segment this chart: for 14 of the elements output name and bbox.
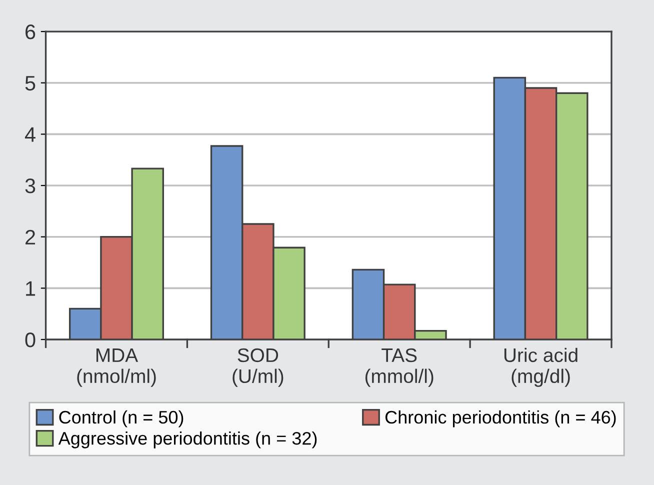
y-tick-label: 1 [26, 281, 36, 296]
x-tick-label: Uric acid (mg/dl) [504, 348, 578, 387]
y-tick-label: 5 [25, 76, 36, 91]
y-tick-label: 3 [25, 178, 36, 194]
x-tick-label: SOD (U/ml) [232, 348, 284, 387]
y-tick-label: 0 [25, 332, 36, 348]
y-tick-label: 2 [26, 230, 36, 244]
x-tick-label: TAS (mmol/l) [365, 348, 434, 387]
legend-label: Chronic periodontitis (n = 46) [385, 410, 616, 428]
legend-label: Control (n = 50) [59, 410, 184, 428]
y-tick-label: 6 [26, 24, 36, 40]
x-tick-label: MDA (nmol/ml) [77, 348, 156, 387]
y-tick-label: 4 [24, 127, 36, 142]
legend-label: Aggressive periodontitis (n = 32) [58, 431, 317, 448]
